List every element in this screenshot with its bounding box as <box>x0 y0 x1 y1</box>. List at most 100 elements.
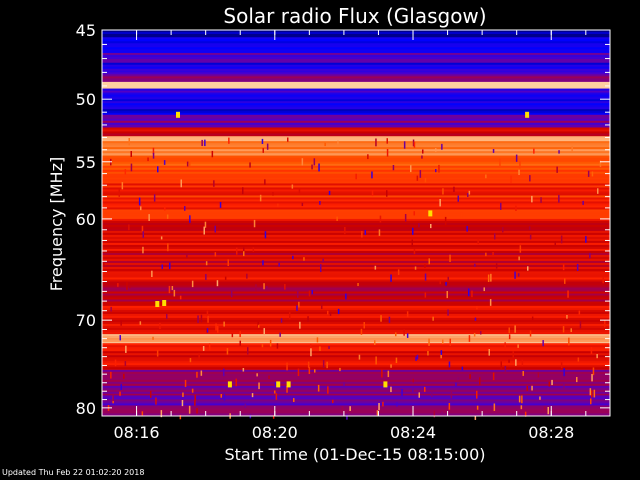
speckle <box>461 366 464 371</box>
speckle <box>309 344 312 348</box>
frequency-band <box>102 66 610 70</box>
frequency-band <box>102 149 610 152</box>
y-tick-label: 70 <box>76 311 96 330</box>
speckle <box>346 414 348 420</box>
speckle <box>189 215 191 223</box>
speckle <box>367 154 369 160</box>
speckle <box>577 357 580 362</box>
speckle <box>444 216 447 225</box>
speckle <box>406 311 409 318</box>
frequency-band <box>102 353 610 356</box>
speckle <box>184 379 187 387</box>
speckle <box>252 247 255 252</box>
frequency-band <box>102 179 610 182</box>
speckle <box>213 180 215 187</box>
speckle <box>278 262 280 267</box>
frequency-band <box>102 213 610 216</box>
speckle <box>512 351 514 358</box>
speckle <box>194 400 196 406</box>
speckle <box>474 416 477 420</box>
frequency-band <box>102 218 610 222</box>
speckle <box>414 266 417 270</box>
speckle <box>140 206 142 211</box>
speckle <box>197 315 199 323</box>
speckle <box>485 174 487 179</box>
speckle <box>337 140 339 145</box>
speckle <box>103 261 105 267</box>
speckle <box>223 368 225 377</box>
speckle <box>317 384 320 392</box>
frequency-band <box>102 56 610 60</box>
frequency-band <box>102 171 610 175</box>
frequency-band <box>102 41 610 44</box>
frequency-band <box>102 321 610 325</box>
speckle <box>253 219 256 228</box>
speckle <box>188 405 191 414</box>
frequency-band <box>102 244 610 248</box>
speckle <box>363 322 365 329</box>
frequency-band <box>102 99 610 102</box>
speckle <box>392 165 395 171</box>
frequency-band <box>102 111 610 114</box>
speckle <box>189 159 191 167</box>
frequency-band <box>102 336 610 339</box>
speckle <box>128 138 130 146</box>
speckle <box>159 322 161 330</box>
speckle <box>230 290 233 298</box>
speckle <box>592 367 595 376</box>
frequency-band <box>102 118 610 122</box>
speckle <box>518 169 520 175</box>
frequency-band <box>102 68 610 72</box>
speckle <box>388 316 391 323</box>
frequency-band <box>102 319 610 323</box>
speckle <box>421 155 423 159</box>
frequency-band <box>102 195 610 198</box>
speckle <box>262 260 264 266</box>
frequency-band <box>102 133 610 136</box>
frequency-band <box>102 157 610 161</box>
frequency-band <box>102 287 610 290</box>
frequency-band <box>102 107 610 110</box>
chart-title: Solar radio Flux (Glasgow) <box>223 4 486 28</box>
speckle <box>168 285 171 294</box>
frequency-band <box>102 313 610 317</box>
frequency-band <box>102 37 610 40</box>
speckle <box>441 411 443 415</box>
speckle <box>152 152 155 159</box>
frequency-band <box>102 311 610 315</box>
speckle <box>597 188 599 194</box>
speckle <box>184 206 186 211</box>
speckle <box>514 271 516 279</box>
speckle <box>403 329 405 336</box>
frequency-band <box>102 135 610 137</box>
bright-point <box>525 111 530 118</box>
speckle <box>180 179 182 188</box>
speckle <box>477 238 479 245</box>
frequency-band <box>102 114 610 118</box>
speckle <box>560 235 563 244</box>
speckle <box>562 326 565 333</box>
speckle <box>129 284 131 289</box>
speckle <box>440 353 442 359</box>
frequency-band <box>102 342 610 344</box>
speckle <box>413 211 415 216</box>
speckle <box>303 257 305 261</box>
speckle <box>447 309 449 316</box>
speckle <box>227 259 229 267</box>
speckle <box>307 316 309 322</box>
speckle <box>418 223 420 228</box>
speckle <box>589 252 591 259</box>
speckle <box>151 270 153 278</box>
speckle <box>596 354 598 359</box>
frequency-band <box>102 151 610 154</box>
speckle <box>320 264 322 273</box>
speckle <box>449 338 451 346</box>
frequency-band <box>102 331 610 335</box>
frequency-band <box>102 87 610 89</box>
frequency-band <box>102 32 610 35</box>
speckle <box>215 323 217 331</box>
speckle <box>510 175 512 183</box>
speckle <box>433 410 436 418</box>
frequency-band <box>102 215 610 218</box>
speckle <box>430 224 432 229</box>
